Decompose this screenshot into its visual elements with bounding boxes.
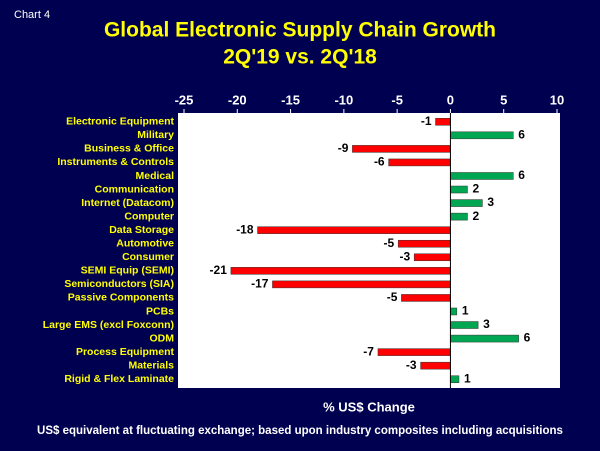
category-label: Medical — [135, 170, 174, 182]
bar — [413, 253, 451, 262]
data-label: 1 — [464, 371, 471, 385]
bar — [230, 267, 451, 275]
category-label: Consumer — [122, 251, 174, 263]
footnote: US$ equivalent at fluctuating exchange; … — [37, 425, 563, 437]
x-axis-label: % US$ Change — [323, 399, 415, 414]
x-tick-label: 10 — [550, 92, 564, 107]
data-label: -1 — [421, 114, 432, 128]
x-tick-label: -10 — [334, 92, 353, 107]
bar — [450, 334, 519, 343]
category-label: ODM — [150, 332, 175, 344]
bar — [450, 199, 483, 207]
chart-annotation: Chart 4 — [14, 9, 50, 21]
data-label: 3 — [487, 195, 494, 209]
category-label: Semiconductors (SIA) — [64, 278, 174, 290]
data-label: -3 — [400, 249, 411, 263]
bar — [388, 158, 451, 167]
x-tick-label: 5 — [500, 92, 507, 107]
bar — [401, 294, 451, 302]
bar — [450, 185, 468, 194]
category-label: SEMI Equip (SEMI) — [81, 265, 174, 277]
category-label: Communication — [95, 183, 174, 195]
bar — [352, 145, 451, 153]
data-label: 2 — [472, 182, 479, 196]
bar — [450, 321, 479, 329]
data-label: -3 — [406, 358, 417, 372]
bar — [450, 375, 460, 383]
data-label: 2 — [472, 209, 479, 223]
bar — [450, 172, 514, 180]
category-label: Internet (Datacom) — [81, 197, 174, 209]
category-label: Process Equipment — [76, 346, 175, 358]
category-label: Business & Office — [84, 143, 174, 155]
bar — [257, 226, 451, 234]
data-label: 3 — [483, 317, 490, 331]
data-label: -7 — [363, 344, 374, 358]
x-tick-label: -20 — [228, 92, 247, 107]
data-label: 1 — [462, 304, 469, 318]
category-label: Rigid & Flex Laminate — [64, 373, 174, 385]
category-label: Automotive — [116, 238, 174, 250]
bar — [397, 239, 451, 248]
bar — [377, 348, 451, 356]
x-tick-label: 0 — [447, 92, 454, 107]
data-label: 6 — [524, 331, 531, 345]
category-label: Instruments & Controls — [57, 156, 174, 168]
bar — [435, 118, 451, 126]
category-label: Materials — [128, 359, 174, 371]
x-tick-label: -15 — [281, 92, 300, 107]
bar — [450, 131, 514, 140]
category-label: Electronic Equipment — [66, 116, 174, 128]
category-label: Passive Components — [68, 292, 174, 304]
data-label: -6 — [374, 155, 385, 169]
category-label: Data Storage — [109, 224, 174, 236]
data-label: -9 — [338, 141, 349, 155]
bar — [272, 280, 451, 289]
data-label: 6 — [518, 168, 525, 182]
category-label: Computer — [124, 210, 174, 222]
category-label: PCBs — [146, 305, 174, 317]
category-label: Military — [137, 129, 174, 141]
data-label: -5 — [384, 236, 395, 250]
x-tick-label: -5 — [391, 92, 403, 107]
data-label: -5 — [387, 290, 398, 304]
bar — [450, 212, 468, 221]
chart-subtitle: 2Q'19 vs. 2Q'18 — [223, 46, 377, 69]
category-label: Large EMS (excl Foxconn) — [43, 319, 174, 331]
data-label: -17 — [251, 277, 269, 291]
bar — [450, 307, 458, 316]
data-label: 6 — [518, 127, 525, 141]
bar — [420, 361, 451, 370]
x-tick-label: -25 — [175, 92, 194, 107]
data-label: -21 — [210, 263, 228, 277]
chart-title: Global Electronic Supply Chain Growth — [104, 19, 496, 42]
data-label: -18 — [236, 222, 254, 236]
